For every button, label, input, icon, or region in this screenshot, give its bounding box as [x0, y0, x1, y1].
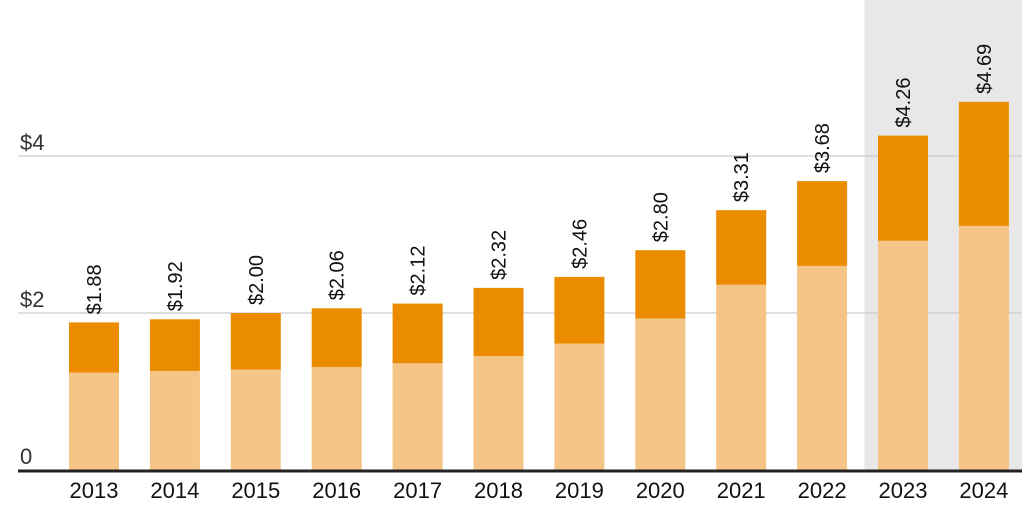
- bar-value-label: $1.92: [165, 261, 187, 311]
- y-axis-ticks: 0 $2 $4: [20, 130, 44, 469]
- y-tick-label: $2: [20, 287, 44, 312]
- bar-value-label: $1.88: [84, 264, 106, 314]
- bar-segment-top: [878, 135, 928, 241]
- y-tick-label: 0: [20, 444, 32, 469]
- bar-segment-top: [716, 210, 767, 285]
- x-tick-label: 2022: [798, 478, 847, 503]
- x-tick-label: 2024: [959, 478, 1008, 503]
- bar-segment-top: [392, 303, 443, 364]
- bar-segment-base: [149, 371, 200, 470]
- x-tick-label: 2017: [393, 478, 442, 503]
- x-tick-label: 2013: [70, 478, 119, 503]
- bar-value-label: $2.46: [569, 219, 591, 269]
- bar-value-label: $3.31: [731, 152, 753, 202]
- bar-value-label: $4.26: [893, 78, 915, 128]
- bar-value-label: $2.06: [327, 250, 349, 300]
- bar-value-label: $2.32: [489, 230, 511, 280]
- bars: [69, 101, 1009, 470]
- y-tick-label: $4: [20, 130, 44, 155]
- x-tick-label: 2020: [636, 478, 685, 503]
- bar-segment-top: [473, 287, 524, 357]
- bar-segment-top: [958, 101, 1009, 226]
- bar-segment-base: [311, 367, 362, 470]
- value-labels: $1.88 $1.92 $2.00 $2.06 $2.12 $2.32 $2.46 $2.80…: [84, 44, 996, 315]
- bar-segment-top: [554, 276, 605, 344]
- x-tick-label: 2018: [474, 478, 523, 503]
- x-tick-label: 2023: [879, 478, 928, 503]
- bar-segment-top: [230, 313, 281, 370]
- bar-segment-base: [716, 284, 767, 470]
- bar-segment-base: [958, 225, 1009, 470]
- bar-segment-top: [69, 322, 119, 373]
- bar-value-label: $2.12: [408, 246, 430, 296]
- bar-segment-base: [69, 372, 119, 470]
- bar-segment-top: [149, 319, 200, 372]
- x-axis-ticks: 2013 2014 2015 2016 2017 2018 2019 2020 2021 2022…: [70, 478, 1009, 503]
- bar-value-label: $4.69: [974, 44, 996, 94]
- bar-segment-base: [797, 265, 848, 470]
- bar-segment-base: [473, 356, 524, 470]
- x-tick-label: 2019: [555, 478, 604, 503]
- bar-value-label: $3.68: [812, 123, 834, 173]
- bar-segment-top: [635, 250, 686, 319]
- x-tick-label: 2021: [717, 478, 766, 503]
- bar-segment-base: [635, 318, 686, 470]
- x-tick-label: 2015: [231, 478, 280, 503]
- x-tick-label: 2016: [312, 478, 361, 503]
- x-tick-label: 2014: [150, 478, 199, 503]
- bar-segment-top: [311, 308, 362, 368]
- bar-value-label: $2.00: [246, 255, 268, 305]
- bar-segment-base: [554, 343, 605, 470]
- bar-segment-base: [230, 369, 281, 470]
- bar-segment-base: [392, 363, 443, 470]
- bar-segment-base: [878, 240, 928, 470]
- bar-value-label: $2.80: [650, 192, 672, 242]
- bar-segment-top: [797, 181, 848, 266]
